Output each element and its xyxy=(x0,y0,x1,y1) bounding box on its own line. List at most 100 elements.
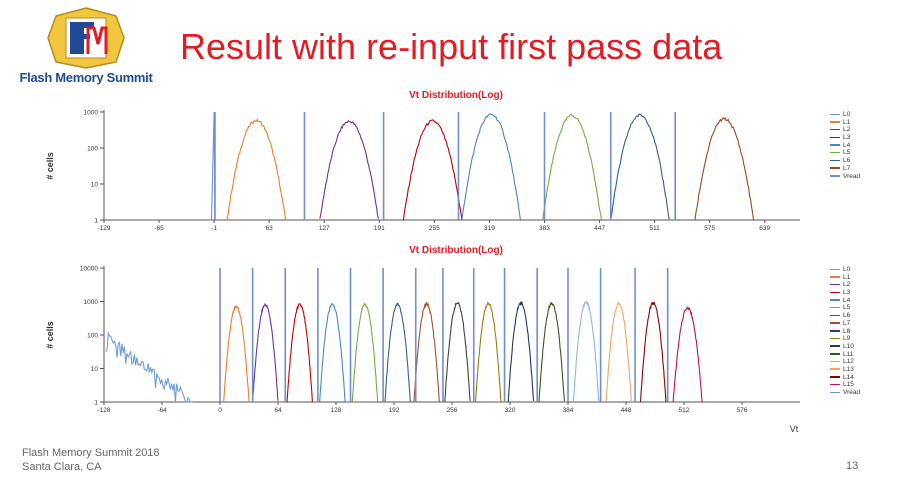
legend-item-l7: L7 xyxy=(830,320,860,328)
legend-item-l6: L6 xyxy=(830,312,860,320)
legend-swatch xyxy=(830,368,840,370)
series-l4-curve xyxy=(319,303,346,403)
x-tick-label: -64 xyxy=(157,407,167,414)
legend-item-l13: L13 xyxy=(830,366,860,374)
series-l5-curve xyxy=(351,302,379,402)
legend-swatch xyxy=(830,159,840,162)
footer-event: Flash Memory Summit 2018 xyxy=(22,447,160,459)
series-l15-curve xyxy=(672,306,703,403)
legend-item-l5: L5 xyxy=(830,304,860,312)
legend-item-l2: L2 xyxy=(830,126,860,134)
legend-swatch xyxy=(830,337,840,340)
legend-item-l10: L10 xyxy=(830,343,860,351)
legend-label: L4 xyxy=(843,296,851,304)
y-tick-label: 10 xyxy=(91,182,99,189)
x-tick-label: 63 xyxy=(266,225,274,232)
legend-swatch xyxy=(830,291,840,294)
legend-swatch xyxy=(830,276,840,278)
x-tick-label: 191 xyxy=(374,225,385,232)
legend-label: L0 xyxy=(843,111,851,118)
legend-item-l0: L0 xyxy=(830,266,860,274)
legend-swatch xyxy=(830,322,840,324)
legend-label: L12 xyxy=(843,358,854,366)
series-l6-curve xyxy=(610,113,670,221)
chart-2-title: Vt Distribution(Log) xyxy=(409,245,503,256)
x-tick-label: 319 xyxy=(484,225,495,232)
x-tick-label: -128 xyxy=(97,407,110,414)
legend-label: L13 xyxy=(843,365,854,373)
x-tick-label: 255 xyxy=(429,225,440,232)
x-tick-label: 447 xyxy=(594,225,605,232)
series-l11-curve xyxy=(538,301,565,402)
legend-item-l5: L5 xyxy=(830,149,860,157)
legend-swatch xyxy=(830,306,840,309)
y-tick-label: 1000 xyxy=(84,110,99,117)
legend-item-l12: L12 xyxy=(830,358,860,366)
legend-swatch xyxy=(830,360,840,363)
x-tick-label: -129 xyxy=(97,225,110,232)
series-l13-curve xyxy=(605,300,632,403)
legend-label: L9 xyxy=(843,335,851,343)
x-tick-label: 383 xyxy=(539,225,550,232)
slide-title: Result with re-input first pass data xyxy=(180,26,723,67)
legend-item-l0: L0 xyxy=(830,111,860,119)
legend-item-l15: L15 xyxy=(830,381,860,389)
y-tick-label: 1000 xyxy=(84,299,99,306)
legend-swatch xyxy=(830,144,840,146)
series-l9-curve xyxy=(475,300,502,403)
x-tick-label: 128 xyxy=(331,407,342,414)
x-tick-label: -1 xyxy=(211,225,217,232)
legend-label: L5 xyxy=(843,149,851,157)
legend-label: L4 xyxy=(843,141,851,149)
legend-label: L7 xyxy=(843,164,851,172)
legend-label: L11 xyxy=(843,350,854,358)
legend-label: L10 xyxy=(843,342,854,350)
legend-item-l4: L4 xyxy=(830,297,860,305)
legend-swatch xyxy=(830,345,840,347)
legend-label: L7 xyxy=(843,319,851,327)
legend-item-l1: L1 xyxy=(830,274,860,282)
legend-item-vread: Vread xyxy=(830,389,860,397)
y-tick-label: 10 xyxy=(91,366,99,373)
legend-swatch xyxy=(830,353,840,355)
legend-item-l9: L9 xyxy=(830,335,860,343)
series-l12-curve xyxy=(572,300,600,402)
x-tick-label: 0 xyxy=(218,407,222,414)
legend-label: Vread xyxy=(843,389,861,396)
flash-memory-summit-logo: Flash Memory Summit xyxy=(6,6,166,88)
y-tick-label: 1 xyxy=(94,400,98,407)
legend-label: L2 xyxy=(843,126,851,134)
legend-item-l1: L1 xyxy=(830,119,860,127)
x-tick-label: 384 xyxy=(563,407,574,414)
x-tick-label: 512 xyxy=(679,407,690,414)
legend-label: L14 xyxy=(843,373,854,381)
chart-1-ylabel: # cells xyxy=(45,152,55,180)
legend-label: L3 xyxy=(843,289,851,297)
legend-label: L15 xyxy=(843,381,854,389)
series-l2-curve xyxy=(252,302,279,401)
series-l1-curve xyxy=(223,304,250,403)
x-tick-label: 127 xyxy=(319,225,330,232)
x-tick-label: 256 xyxy=(447,407,458,414)
legend-label: L3 xyxy=(843,134,851,142)
chart-1: Vt Distribution(Log)# cells1101001000-12… xyxy=(45,90,800,232)
legend-label: Vread xyxy=(843,172,861,180)
legend-swatch xyxy=(830,136,840,139)
y-tick-label: 1 xyxy=(94,218,98,225)
legend-item-l4: L4 xyxy=(830,142,860,150)
legend-item-l8: L8 xyxy=(830,328,860,336)
y-tick-label: 10000 xyxy=(80,266,98,273)
legend-label: L2 xyxy=(843,281,851,289)
chart-2-legend: L0 L1 L2 L3 L4 L5 L6 L7 L8 L9 L10 L11 L12 L13 L14 L15 Vr… xyxy=(830,266,860,397)
series-l4-curve xyxy=(461,113,521,221)
logo-text: Flash Memory Summit xyxy=(19,70,153,85)
series-l14-curve xyxy=(639,301,667,403)
legend-item-l3: L3 xyxy=(830,289,860,297)
series-l1-curve xyxy=(226,118,287,221)
series-l2-curve xyxy=(319,120,379,219)
legend-label: L8 xyxy=(843,327,851,335)
footer-location: Santa Clara, CA xyxy=(22,461,102,473)
legend-swatch xyxy=(830,376,840,378)
legend-item-l2: L2 xyxy=(830,281,860,289)
